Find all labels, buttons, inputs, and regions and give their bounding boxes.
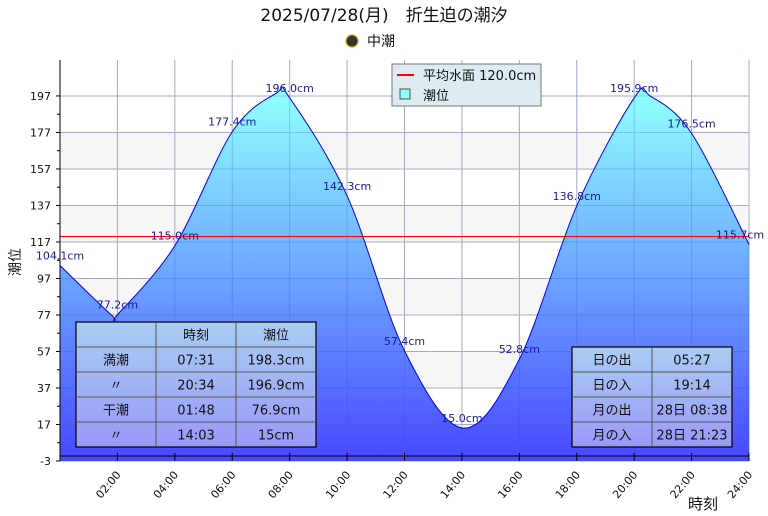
half-moon-icon [345, 34, 359, 48]
table-cell: 日の入 [592, 379, 631, 394]
x-tick-label: 14:00 [438, 469, 468, 502]
data-label: 104.1cm [36, 250, 84, 263]
x-tick-label: 20:00 [610, 469, 640, 502]
x-tick-label: 10:00 [323, 469, 353, 502]
data-label: 15.0cm [441, 412, 482, 425]
y-axis-label: 潮位 [8, 248, 24, 276]
table-cell: 時刻 [183, 329, 209, 344]
chart-title: 2025/07/28(月) 折生迫の潮汐 [260, 6, 507, 26]
table-cell: 満潮 [103, 354, 129, 369]
table-background [75, 321, 317, 448]
table-cell: 20:34 [177, 379, 214, 394]
data-label: 115.0cm [151, 230, 199, 243]
y-tick-label: 177 [30, 126, 51, 139]
moon-phase-label: 中潮 [367, 34, 395, 50]
x-tick-label: 18:00 [553, 469, 583, 502]
x-tick-label: 08:00 [266, 469, 296, 502]
y-tick-label: 97 [37, 272, 51, 285]
data-label: 177.4cm [208, 116, 256, 129]
table-cell: 月の出 [592, 404, 631, 419]
data-label: 195.9cm [610, 82, 658, 95]
table-cell: 19:14 [673, 379, 710, 394]
data-label: 57.4cm [384, 335, 425, 348]
data-label: 77.2cm [97, 299, 138, 312]
table-cell: 15cm [258, 429, 294, 444]
table-cell: 01:48 [177, 404, 214, 419]
y-tick-label: 157 [30, 163, 51, 176]
x-tick-label: 24:00 [725, 469, 755, 502]
y-tick-label: 197 [30, 90, 51, 103]
x-tick-label: 12:00 [380, 469, 410, 502]
y-tick-label: 77 [37, 309, 51, 322]
table-cell: 28日 08:38 [656, 404, 727, 419]
y-tick-label: 37 [37, 382, 51, 395]
legend-mean-level: 平均水面 120.0cm [423, 69, 536, 84]
table-cell: 198.3cm [247, 354, 304, 369]
y-tick-label: 117 [30, 236, 51, 249]
table-cell: 196.9cm [247, 379, 304, 394]
data-label: 176.5cm [667, 117, 715, 130]
data-labels: 104.1cm 77.2cm 115.0cm 177.4cm 196.0cm 142.3c… [36, 82, 764, 425]
legend: 平均水面 120.0cm 潮位 [391, 63, 542, 107]
legend-area-swatch [399, 88, 411, 100]
x-tick-label: 06:00 [208, 469, 238, 502]
data-label: 196.0cm [266, 82, 314, 95]
table-cell: 07:31 [177, 354, 214, 369]
y-tick-label: -3 [40, 455, 51, 468]
table-cell: 14:03 [177, 429, 214, 444]
tide-line [59, 86, 750, 429]
data-label: 136.8cm [553, 190, 601, 203]
x-tick-label: 16:00 [495, 469, 525, 502]
legend-tide: 潮位 [423, 89, 449, 104]
table-cell: 28日 21:23 [656, 429, 727, 444]
x-axis-label: 時刻 [688, 495, 718, 512]
table-cell: 潮位 [263, 329, 289, 344]
x-tick-label: 04:00 [151, 469, 181, 502]
x-tick-label: 02:00 [93, 469, 123, 502]
data-label: 115.7cm [716, 228, 764, 241]
table-cell: 76.9cm [252, 404, 301, 419]
table-cell: 干潮 [103, 404, 129, 419]
y-tick-label: 137 [30, 199, 51, 212]
table-cell: 05:27 [673, 354, 710, 369]
data-label: 52.8cm [499, 343, 540, 356]
table-cell: 〃 [109, 379, 122, 394]
table-cell: 月の入 [592, 429, 631, 444]
y-tick-label: 17 [37, 418, 51, 431]
sun-moon-table: 日の出 05:27 日の入 19:14 月の出 28日 08:38 月の入 28日 21:23 [571, 346, 733, 448]
table-cell: 〃 [109, 429, 122, 444]
table-cell: 日の出 [592, 354, 631, 369]
data-label: 142.3cm [323, 180, 371, 193]
y-tick-label: 57 [37, 345, 51, 358]
moon-phase: 中潮 [345, 34, 395, 50]
